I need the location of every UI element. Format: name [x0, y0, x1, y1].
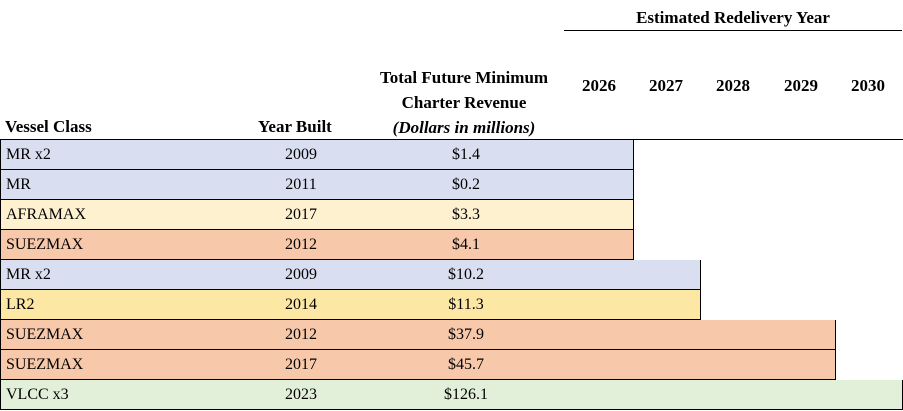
year-header-2029: 2029 [784, 76, 818, 95]
estimated-redelivery-underline [564, 30, 902, 31]
charter-revenue-cell: $37.9 [448, 326, 484, 343]
table-row: SUEZMAX 2012 $4.1 [0, 230, 634, 260]
year-built-cell: 2014 [285, 296, 317, 313]
charter-revenue-cell: $126.1 [444, 386, 488, 403]
year-built-cell: 2009 [285, 146, 317, 163]
vessel-class-cell: SUEZMAX [6, 356, 84, 373]
table-row: MR x2 2009 $1.4 [0, 140, 634, 170]
charter-revenue-cell: $45.7 [448, 356, 484, 373]
table-row: MR x2 2009 $10.2 [0, 260, 701, 290]
table-row: AFRAMAX 2017 $3.3 [0, 200, 634, 230]
charter-table-body: MR x2 2009 $1.4 MR 2011 $0.2 AFRAMAX 2017 $3.3 SU… [0, 140, 903, 410]
year-header-2027: 2027 [649, 76, 683, 95]
year-built-cell: 2012 [285, 326, 317, 343]
header-bottom-rule [0, 139, 903, 140]
table-row: SUEZMAX 2012 $37.9 [0, 320, 836, 350]
vessel-class-cell: SUEZMAX [6, 326, 84, 343]
vessel-class-cell: LR2 [6, 296, 35, 313]
year-built-cell: 2023 [285, 386, 317, 403]
year-built-cell: 2011 [285, 176, 317, 193]
vessel-class-cell: MR x2 [6, 266, 51, 283]
year-header-2026: 2026 [582, 76, 616, 95]
total-revenue-header-units: (Dollars in millions) [392, 118, 536, 137]
charter-revenue-cell: $4.1 [452, 236, 480, 253]
charter-revenue-cell: $3.3 [452, 206, 480, 223]
charter-revenue-cell: $10.2 [448, 266, 484, 283]
table-row: MR 2011 $0.2 [0, 170, 634, 200]
year-header-2028: 2028 [716, 76, 750, 95]
charter-revenue-cell: $1.4 [452, 146, 480, 163]
estimated-redelivery-header: Estimated Redelivery Year [636, 8, 830, 27]
year-header-2030: 2030 [851, 76, 885, 95]
table-row: LR2 2014 $11.3 [0, 290, 701, 320]
table-row: VLCC x3 2023 $126.1 [0, 380, 903, 410]
year-built-cell: 2009 [285, 266, 317, 283]
year-built-cell: 2017 [285, 356, 317, 373]
total-revenue-header-line2: Charter Revenue [401, 93, 527, 112]
year-built-cell: 2017 [285, 206, 317, 223]
vessel-class-header: Vessel Class [5, 117, 92, 136]
vessel-class-cell: MR [6, 176, 31, 193]
vessel-class-cell: MR x2 [6, 146, 51, 163]
charter-revenue-cell: $0.2 [452, 176, 480, 193]
total-revenue-header: Total Future Minimum Charter Revenue (Do… [360, 65, 568, 140]
total-revenue-header-line1: Total Future Minimum [379, 68, 549, 87]
vessel-class-cell: VLCC x3 [6, 386, 69, 403]
vessel-class-cell: SUEZMAX [6, 236, 84, 253]
year-built-cell: 2012 [285, 236, 317, 253]
table-row: SUEZMAX 2017 $45.7 [0, 350, 836, 380]
year-built-header: Year Built [258, 117, 332, 136]
vessel-class-cell: AFRAMAX [6, 206, 87, 223]
charter-revenue-cell: $11.3 [448, 296, 484, 313]
